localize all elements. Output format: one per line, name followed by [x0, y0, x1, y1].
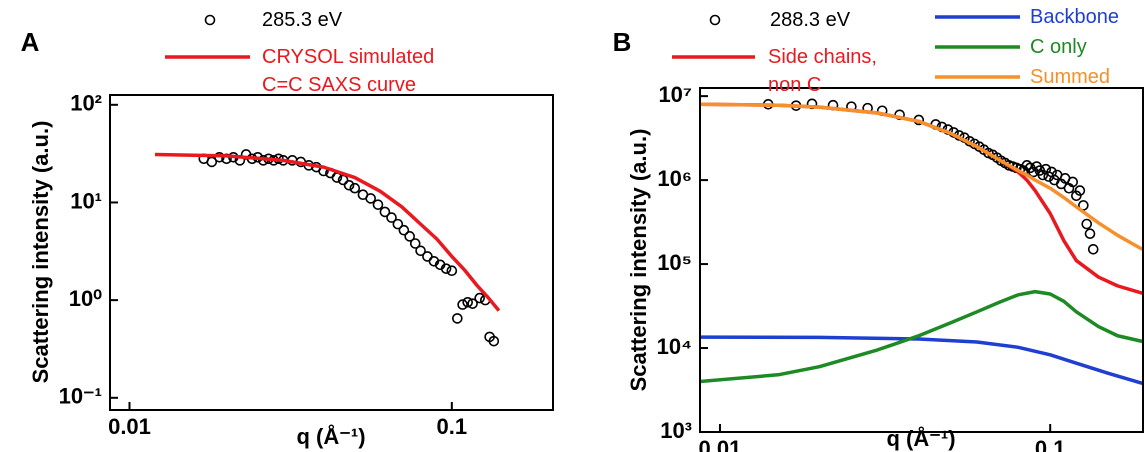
- y-tick-label: 10⁻¹: [59, 384, 102, 409]
- data-point: [446, 265, 458, 277]
- data-point: [452, 313, 463, 324]
- legend-label: Summed: [1030, 66, 1111, 88]
- data-point: [1071, 190, 1082, 202]
- data-line: [154, 152, 501, 312]
- data-point: [457, 299, 468, 310]
- data-line: [700, 102, 1143, 251]
- legend-label: 285.3 eV: [262, 9, 343, 31]
- data-point: [398, 224, 410, 236]
- y-tick-label: 10¹: [70, 188, 102, 213]
- data-point: [365, 193, 376, 204]
- x-tick-label: 0.1: [1035, 436, 1066, 452]
- y-tick-label: 10⁰: [69, 286, 102, 311]
- data-point: [392, 218, 404, 230]
- data-line: [700, 102, 1143, 295]
- data-point: [488, 335, 500, 347]
- data-point: [1081, 218, 1093, 230]
- data-point: [462, 297, 473, 308]
- y-tick-label: 10³: [660, 418, 692, 443]
- data-line: [700, 335, 1143, 385]
- plot-area: [154, 149, 501, 347]
- x-tick-label: 0.01: [699, 436, 742, 452]
- data-point: [1067, 176, 1079, 188]
- legend-label: CRYSOL simulated C=C SAXS curve: [262, 46, 435, 96]
- legend-label: Side chains, non C: [768, 46, 877, 96]
- x-tick-label: 0.01: [108, 414, 151, 439]
- data-point: [1028, 166, 1039, 178]
- axes-frame: [699, 87, 1144, 433]
- legend-marker: [709, 14, 721, 26]
- y-tick-label: 10⁵: [657, 250, 692, 275]
- y-tick-label: 10⁷: [658, 82, 692, 107]
- axes-frame: [109, 94, 554, 411]
- x-axis-label: q (Å⁻¹): [296, 423, 365, 449]
- panel-label: B: [613, 27, 632, 57]
- x-tick-label: 0.1: [437, 414, 468, 439]
- legend-marker: [204, 14, 216, 26]
- data-point: [343, 179, 355, 191]
- y-tick-label: 10⁴: [657, 334, 692, 359]
- data-point: [206, 156, 218, 168]
- y-tick-label: 10²: [70, 91, 102, 116]
- x-axis-label: q (Å⁻¹): [886, 425, 955, 451]
- plot-area: [700, 98, 1143, 385]
- data-point: [1084, 228, 1096, 239]
- data-point: [415, 245, 426, 257]
- legend-label: Backbone: [1030, 6, 1119, 28]
- panel-label: A: [21, 27, 40, 57]
- data-point: [440, 263, 452, 274]
- legend-label: C only: [1030, 36, 1087, 58]
- data-point: [372, 199, 384, 210]
- legend-label: 288.3 eV: [770, 9, 851, 31]
- data-point: [386, 212, 397, 223]
- data-line: [700, 289, 1143, 384]
- data-point: [467, 298, 478, 309]
- y-axis-label: Scattering intensity (a.u.): [626, 129, 651, 392]
- data-point: [1074, 185, 1086, 196]
- data-point: [474, 292, 485, 304]
- data-point: [349, 182, 361, 194]
- y-tick-label: 10⁶: [657, 166, 692, 191]
- data-point: [379, 206, 391, 218]
- y-axis-label: Scattering intensity (a.u.): [28, 121, 53, 384]
- data-point: [1087, 243, 1099, 255]
- data-point: [409, 238, 421, 249]
- data-point: [404, 231, 415, 242]
